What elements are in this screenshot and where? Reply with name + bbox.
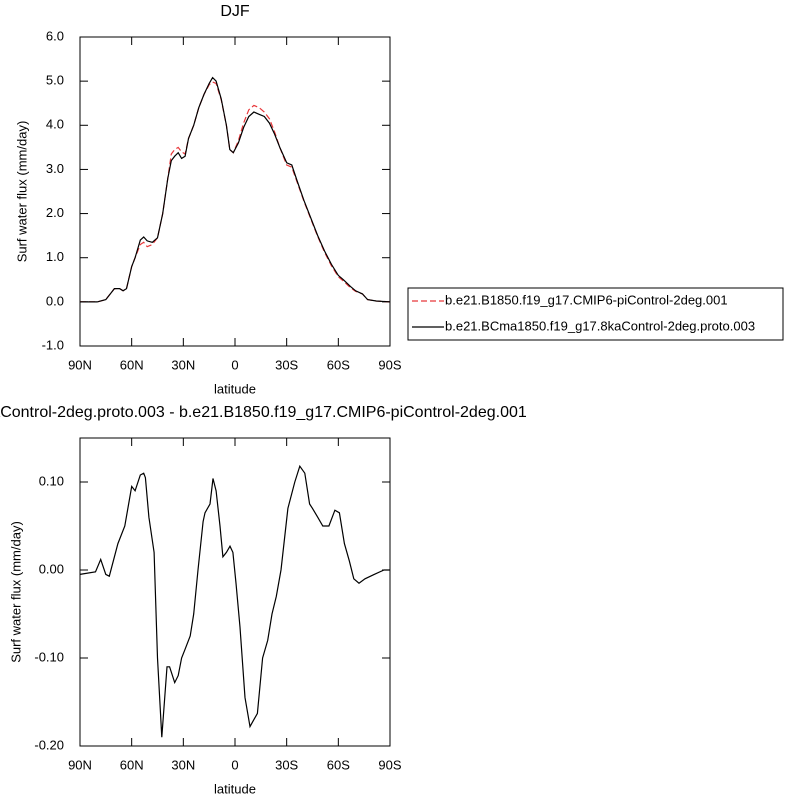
x-tick-label: 90S (378, 357, 401, 372)
y-tick-label: -0.20 (34, 737, 64, 752)
x-tick-label: 90N (68, 357, 92, 372)
x-axis-label: latitude (214, 781, 256, 796)
plot-frame (79, 437, 391, 747)
x-tick-label: 60N (120, 357, 144, 372)
x-tick-label: 60N (120, 757, 144, 772)
y-tick-label: 0.0 (46, 293, 64, 308)
y-tick-label: 2.0 (46, 205, 64, 220)
y-tick-label: 3.0 (46, 161, 64, 176)
data-line (79, 464, 390, 738)
legend-label: b.e21.B1850.f19_g17.CMIP6-piControl-2deg… (445, 292, 728, 307)
y-tick-label: 0.00 (39, 561, 64, 576)
y-tick-label: -1.0 (42, 337, 64, 352)
x-tick-label: 60S (327, 357, 350, 372)
x-tick-label: 0 (231, 757, 238, 772)
x-axis-label: latitude (214, 381, 256, 396)
y-axis-label: Surf water flux (mm/day) (8, 521, 23, 663)
data-line (80, 81, 391, 303)
x-tick-label: 30S (275, 357, 298, 372)
x-tick-label: 30S (275, 757, 298, 772)
chart-title: g17.8kaControl-2deg.proto.003 - b.e21.B1… (0, 404, 527, 421)
plot-frame (79, 36, 391, 347)
chart-title: DJF (220, 3, 250, 20)
y-tick-label: 4.0 (46, 117, 64, 132)
y-tick-label: 5.0 (46, 73, 64, 88)
y-axis-label: Surf water flux (mm/day) (14, 121, 29, 263)
y-tick-label: -0.10 (34, 649, 64, 664)
x-tick-label: 30N (171, 357, 195, 372)
x-tick-label: 90S (378, 757, 401, 772)
x-tick-label: 60S (327, 757, 350, 772)
x-tick-label: 90N (68, 757, 92, 772)
legend-box (407, 287, 784, 341)
x-tick-label: 0 (231, 357, 238, 372)
legend-label: b.e21.BCma1850.f19_g17.8kaControl-2deg.p… (445, 318, 755, 333)
data-line (80, 76, 391, 303)
y-tick-label: 6.0 (46, 28, 64, 43)
y-tick-label: 1.0 (46, 249, 64, 264)
x-tick-label: 30N (171, 757, 195, 772)
y-tick-label: 0.10 (39, 473, 64, 488)
